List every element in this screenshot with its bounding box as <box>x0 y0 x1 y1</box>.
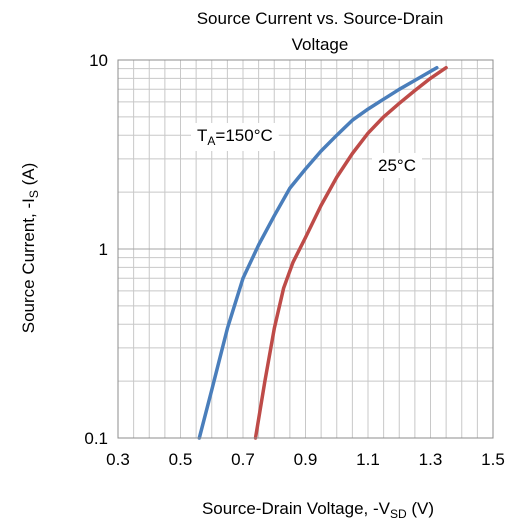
y-tick-label: 1 <box>99 240 108 259</box>
x-axis-label-sub: SD <box>390 507 407 521</box>
series-label-background <box>191 123 279 151</box>
x-tick-label: 1.5 <box>481 450 505 469</box>
series-label-background <box>372 153 422 178</box>
grid <box>118 60 493 438</box>
x-axis-label: Source-Drain Voltage, -VSD (V) <box>202 499 434 521</box>
x-tick-label: 1.1 <box>356 450 380 469</box>
y-tick-label: 10 <box>89 51 108 70</box>
series-label-25c: 25°C <box>378 156 416 175</box>
x-tick-label: 0.7 <box>231 450 255 469</box>
series-label-150c-main: T <box>197 126 207 145</box>
series-line-1 <box>253 65 448 440</box>
x-tick-label: 0.9 <box>294 450 318 469</box>
x-axis-label-main: Source-Drain Voltage, -V <box>202 499 391 518</box>
x-axis-label-tail: (V) <box>407 499 434 518</box>
chart-title-line-1: Source Current vs. Source-Drain <box>197 9 444 28</box>
series-label-150c-sub: A <box>207 134 215 148</box>
series-label-150c: TA=150°C <box>197 126 273 148</box>
x-tick-label: 1.3 <box>419 450 443 469</box>
series-line-0 <box>197 65 439 440</box>
plot-frame <box>117 59 494 439</box>
x-tick-label: 0.3 <box>106 450 130 469</box>
y-axis-label-tail: (A) <box>19 163 38 190</box>
series-label-150c-tail: =150°C <box>215 126 272 145</box>
y-axis-label-sub: S <box>27 190 41 198</box>
series-lines <box>197 65 448 440</box>
y-axis-label-main: Source Current, -I <box>19 198 38 333</box>
chart-title-line-2: Voltage <box>292 35 349 54</box>
y-tick-label: 0.1 <box>84 429 108 448</box>
tick-labels: 0.3 0.5 0.7 0.9 1.1 1.3 1.5 0.1 1 10 <box>84 51 504 469</box>
y-axis-label: Source Current, -IS (A) <box>19 163 41 334</box>
x-tick-label: 0.5 <box>169 450 193 469</box>
